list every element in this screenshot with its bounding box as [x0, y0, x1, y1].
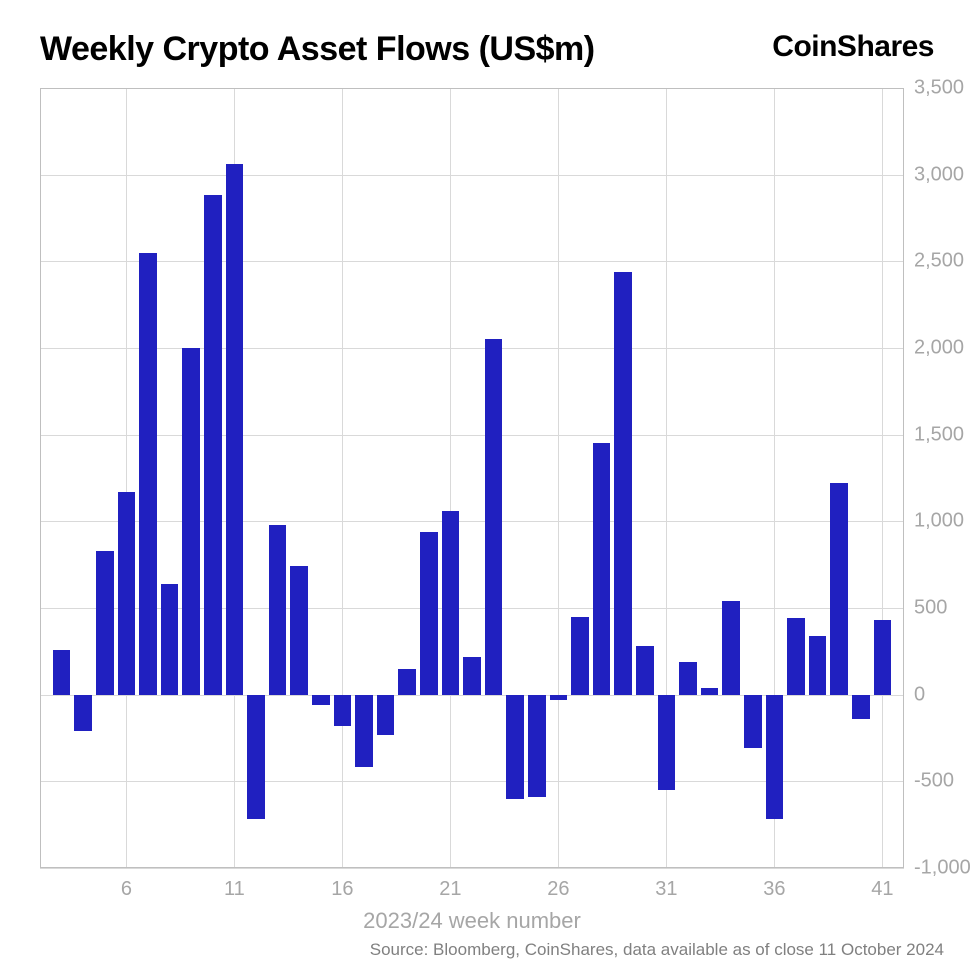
gridline-vertical — [882, 88, 883, 868]
y-tick-label: 0 — [914, 683, 925, 706]
y-tick-label: 1,500 — [914, 423, 964, 446]
x-tick-label: 16 — [331, 878, 353, 901]
chart-title: Weekly Crypto Asset Flows (US$m) — [40, 30, 595, 69]
source-caption: Source: Bloomberg, CoinShares, data avai… — [370, 940, 944, 960]
bar — [744, 695, 762, 749]
y-tick-label: 3,000 — [914, 163, 964, 186]
bar — [269, 525, 287, 695]
bar — [874, 620, 892, 695]
bar — [182, 348, 200, 695]
bar — [636, 646, 654, 695]
header: Weekly Crypto Asset Flows (US$m) CoinSha… — [40, 30, 934, 69]
bar — [377, 695, 395, 735]
y-tick-label: 2,000 — [914, 337, 964, 360]
bar — [334, 695, 352, 726]
plot-area: -1,000-50005001,0001,5002,0002,5003,0003… — [40, 88, 904, 868]
bar — [355, 695, 373, 768]
gridline-vertical — [450, 88, 451, 868]
x-tick-label: 41 — [871, 878, 893, 901]
bar — [139, 253, 157, 695]
bar — [312, 695, 330, 705]
x-tick-label: 6 — [121, 878, 132, 901]
bar — [614, 272, 632, 695]
gridline-vertical — [126, 88, 127, 868]
bar — [420, 532, 438, 695]
x-tick-label: 36 — [763, 878, 785, 901]
bar — [658, 695, 676, 790]
y-tick-label: 2,500 — [914, 250, 964, 273]
bar — [290, 566, 308, 694]
bar — [118, 492, 136, 695]
bar — [442, 511, 460, 695]
bar — [506, 695, 524, 799]
gridline-vertical — [558, 88, 559, 868]
x-tick-label: 21 — [439, 878, 461, 901]
bar — [787, 618, 805, 694]
bar — [398, 669, 416, 695]
chart-container: Weekly Crypto Asset Flows (US$m) CoinSha… — [0, 0, 974, 978]
gridline-vertical — [342, 88, 343, 868]
bar — [571, 617, 589, 695]
bar — [809, 636, 827, 695]
y-tick-label: -500 — [914, 770, 954, 793]
bar — [550, 695, 568, 700]
bar — [766, 695, 784, 820]
bar — [852, 695, 870, 719]
x-tick-label: 31 — [655, 878, 677, 901]
bar — [161, 584, 179, 695]
bar — [593, 443, 611, 694]
x-tick-label: 11 — [224, 878, 245, 901]
bar — [226, 164, 244, 694]
bar — [247, 695, 265, 820]
bar — [74, 695, 92, 731]
bar — [528, 695, 546, 797]
y-tick-label: 1,000 — [914, 510, 964, 533]
bar — [830, 483, 848, 694]
bar — [722, 601, 740, 695]
y-tick-label: -1,000 — [914, 857, 971, 880]
bar — [463, 657, 481, 695]
y-tick-label: 3,500 — [914, 77, 964, 100]
y-tick-label: 500 — [914, 597, 947, 620]
x-tick-label: 26 — [547, 878, 569, 901]
x-axis-label: 2023/24 week number — [363, 908, 581, 934]
bar — [701, 688, 719, 695]
gridline-horizontal — [40, 868, 904, 869]
brand-logo: CoinShares — [772, 30, 934, 64]
bar — [679, 662, 697, 695]
bar — [485, 339, 503, 694]
bar — [204, 195, 222, 694]
bar — [53, 650, 71, 695]
bar — [96, 551, 114, 695]
